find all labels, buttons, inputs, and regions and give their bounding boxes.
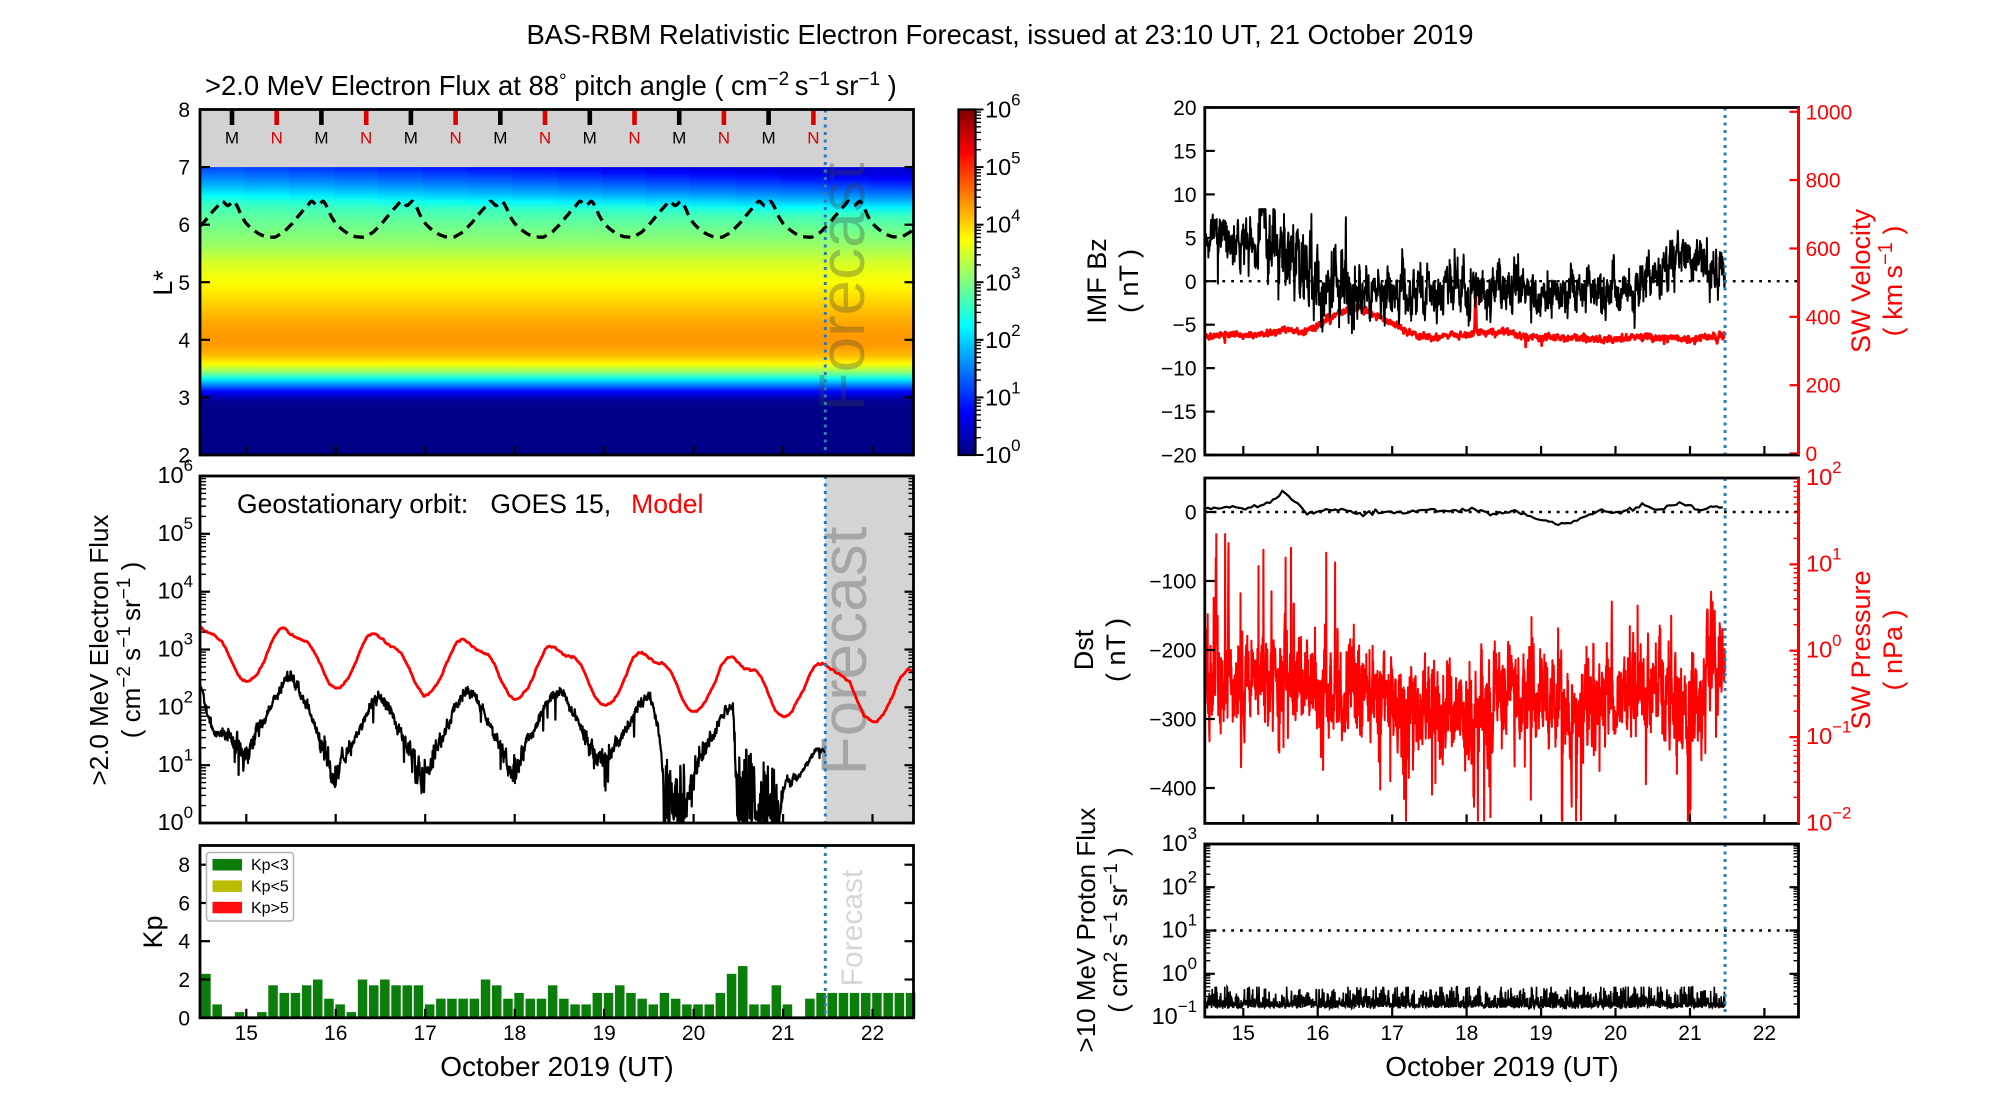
svg-text:17: 17 — [1380, 1022, 1403, 1045]
svg-text:( nT ): ( nT ) — [1101, 618, 1131, 682]
svg-text:102: 102 — [157, 688, 193, 720]
svg-text:4: 4 — [178, 329, 190, 352]
svg-text:−200: −200 — [1149, 640, 1196, 663]
svg-text:600: 600 — [1806, 238, 1841, 261]
svg-text:Dst: Dst — [1069, 629, 1099, 670]
svg-text:10: 10 — [1173, 184, 1196, 207]
svg-text:0: 0 — [178, 1007, 190, 1030]
svg-text:200: 200 — [1806, 375, 1841, 398]
svg-text:20: 20 — [682, 1022, 705, 1045]
svg-text:Kp>5: Kp>5 — [251, 900, 289, 917]
svg-text:−300: −300 — [1149, 709, 1196, 732]
svg-text:>2.0 MeV Electron Flux: >2.0 MeV Electron Flux — [84, 515, 114, 786]
svg-text:Kp: Kp — [138, 915, 168, 948]
svg-text:N: N — [271, 129, 283, 148]
svg-text:101: 101 — [157, 745, 193, 777]
svg-text:Forecast: Forecast — [808, 526, 880, 775]
svg-text:6: 6 — [178, 892, 190, 915]
svg-text:−100: −100 — [1149, 571, 1196, 594]
svg-text:22: 22 — [1753, 1022, 1776, 1045]
svg-text:20: 20 — [1604, 1022, 1627, 1045]
svg-text:N: N — [628, 129, 640, 148]
svg-text:−5: −5 — [1173, 314, 1197, 337]
svg-text:SW Velocity: SW Velocity — [1846, 208, 1876, 353]
svg-text:( nPa ): ( nPa ) — [1878, 609, 1908, 690]
svg-text:4: 4 — [178, 931, 190, 954]
svg-text:Geostationary orbit: GOES 15: Geostationary orbit: GOES 15, Model — [237, 489, 703, 519]
svg-text:M: M — [583, 129, 597, 148]
svg-text:16: 16 — [1306, 1022, 1329, 1045]
svg-text:N: N — [718, 129, 730, 148]
svg-text:18: 18 — [503, 1022, 526, 1045]
svg-text:15: 15 — [235, 1022, 258, 1045]
svg-text:17: 17 — [414, 1022, 437, 1045]
svg-text:0: 0 — [1185, 502, 1197, 525]
svg-text:20: 20 — [1173, 97, 1196, 120]
svg-text:400: 400 — [1806, 306, 1841, 329]
svg-text:102: 102 — [1806, 458, 1842, 490]
svg-text:M: M — [762, 129, 776, 148]
svg-text:104: 104 — [985, 206, 1021, 238]
svg-text:0: 0 — [1806, 443, 1818, 466]
svg-text:5: 5 — [1185, 227, 1197, 250]
svg-text:7: 7 — [178, 157, 190, 180]
svg-text:Forecast: Forecast — [836, 869, 869, 986]
svg-text:8: 8 — [178, 99, 190, 122]
svg-text:−400: −400 — [1149, 778, 1196, 801]
svg-text:N: N — [539, 129, 551, 148]
svg-text:22: 22 — [861, 1022, 884, 1045]
svg-text:1000: 1000 — [1806, 101, 1853, 124]
svg-text:L*: L* — [148, 270, 178, 296]
svg-text:106: 106 — [157, 456, 193, 488]
svg-text:October 2019 (UT): October 2019 (UT) — [440, 1051, 673, 1082]
svg-text:N: N — [807, 129, 819, 148]
svg-text:18: 18 — [1455, 1022, 1478, 1045]
svg-text:Kp<5: Kp<5 — [251, 878, 289, 895]
svg-text:2: 2 — [178, 969, 190, 992]
svg-text:21: 21 — [1678, 1022, 1701, 1045]
svg-text:M: M — [493, 129, 507, 148]
svg-text:M: M — [404, 129, 418, 148]
svg-text:Kp<3: Kp<3 — [251, 857, 289, 874]
svg-text:19: 19 — [592, 1022, 615, 1045]
svg-text:3: 3 — [178, 387, 190, 410]
svg-text:BAS-RBM Relativistic Electron: BAS-RBM Relativistic Electron Forecast, … — [527, 19, 1474, 50]
svg-text:Forecast: Forecast — [806, 162, 878, 411]
svg-text:>2.0 MeV Electron Flux at 88°: >2.0 MeV Electron Flux at 88° pitch angl… — [205, 69, 897, 101]
svg-text:>10 MeV Proton Flux: >10 MeV Proton Flux — [1071, 808, 1101, 1053]
svg-text:−15: −15 — [1161, 401, 1197, 424]
svg-text:( km s−1 ): ( km s−1 ) — [1875, 226, 1908, 337]
svg-text:IMF Bz: IMF Bz — [1082, 238, 1112, 324]
svg-text:M: M — [672, 129, 686, 148]
svg-text:8: 8 — [178, 854, 190, 877]
svg-text:19: 19 — [1529, 1022, 1552, 1045]
svg-text:N: N — [360, 129, 372, 148]
svg-text:N: N — [449, 129, 461, 148]
svg-text:2: 2 — [178, 445, 190, 468]
svg-text:M: M — [225, 129, 239, 148]
svg-text:0: 0 — [1185, 271, 1197, 294]
svg-text:October 2019 (UT): October 2019 (UT) — [1385, 1051, 1618, 1082]
svg-text:( nT ): ( nT ) — [1114, 249, 1144, 313]
svg-text:15: 15 — [1232, 1022, 1255, 1045]
svg-text:5: 5 — [178, 272, 190, 295]
svg-text:15: 15 — [1173, 140, 1196, 163]
svg-text:21: 21 — [771, 1022, 794, 1045]
svg-text:6: 6 — [178, 214, 190, 237]
svg-text:−10: −10 — [1161, 358, 1197, 381]
svg-text:M: M — [314, 129, 328, 148]
svg-text:SW Pressure: SW Pressure — [1846, 570, 1876, 729]
svg-text:−20: −20 — [1161, 445, 1197, 468]
svg-text:16: 16 — [324, 1022, 347, 1045]
svg-text:800: 800 — [1806, 170, 1841, 193]
